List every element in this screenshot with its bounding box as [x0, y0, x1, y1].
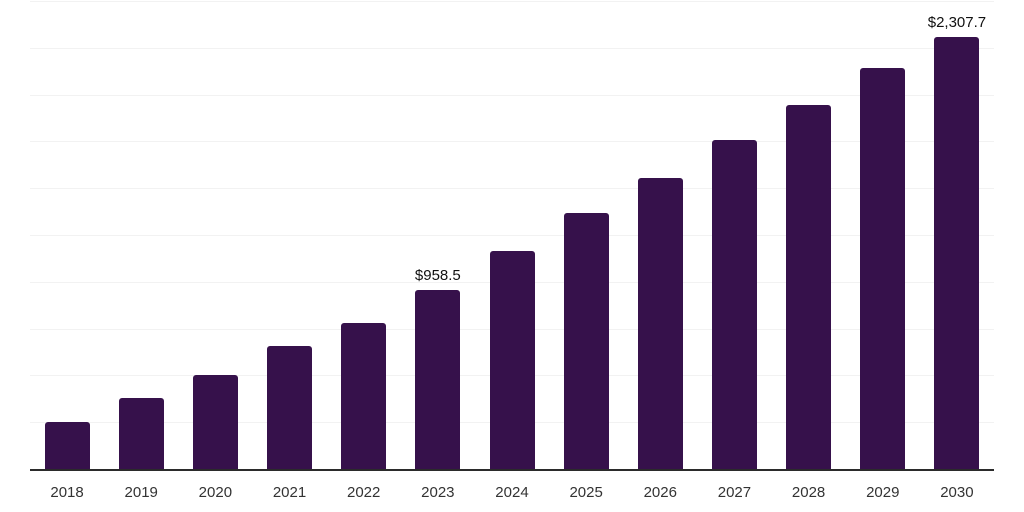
bar-2019: [118, 397, 164, 469]
x-tick-label-2029: 2029: [866, 484, 900, 501]
gridline: [30, 94, 994, 96]
x-tick-label-2030: 2030: [940, 484, 974, 501]
x-tick-label-2027: 2027: [717, 484, 752, 501]
x-tick-label-2022: 2022: [346, 484, 381, 501]
bar-value-label: $2,307.7: [927, 14, 987, 31]
bar-2022: [341, 323, 387, 469]
bar-2027: [711, 140, 757, 469]
gridline: [30, 235, 994, 236]
bar-2024: [489, 250, 535, 469]
x-tick-label-2020: 2020: [198, 484, 233, 501]
x-tick-label-2018: 2018: [50, 484, 84, 501]
bar-2021: [267, 346, 313, 469]
bar-2029: [860, 68, 906, 469]
bar-value-label: $958.5: [414, 266, 461, 284]
x-tick-label-2021: 2021: [272, 484, 307, 501]
gridline: [30, 141, 994, 143]
plot-area: $958.5 $2,307.7: [30, 1, 994, 469]
x-tick-label-2023: 2023: [421, 484, 455, 501]
bar-2018: [44, 421, 90, 469]
bar-2020: [192, 375, 238, 469]
gridline: [30, 1, 994, 2]
x-axis-labels: 2018 2019 2020 2021 2022 2023 2024 2025 2026 2027…: [30, 483, 994, 505]
x-tick-label-2026: 2026: [643, 484, 677, 501]
x-tick-label-2019: 2019: [124, 484, 158, 501]
bar-2023: [415, 289, 461, 469]
bar-2028: [786, 105, 832, 469]
bar-2030: [934, 37, 980, 469]
x-tick-label-2025: 2025: [569, 484, 603, 501]
bar-2025: [563, 213, 609, 469]
x-tick-label-2024: 2024: [495, 484, 529, 501]
x-axis-line: [30, 469, 994, 471]
gridline: [30, 188, 994, 190]
bar-2026: [637, 178, 683, 469]
x-tick-label-2028: 2028: [791, 484, 826, 501]
gridline: [30, 47, 994, 49]
